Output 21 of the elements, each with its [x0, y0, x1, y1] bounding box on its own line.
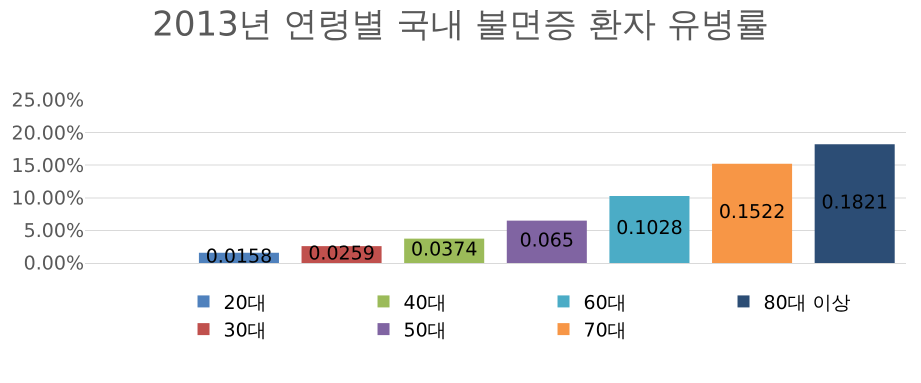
data-label: 0.1821	[821, 191, 888, 214]
y-tick-label: 5.00%	[24, 220, 84, 242]
y-tick-label: 25.00%	[12, 90, 84, 112]
legend-label: 50대	[404, 320, 447, 342]
data-label: 0.1028	[616, 217, 683, 240]
legend-label: 80대 이상	[764, 292, 851, 314]
legend-label: 70대	[584, 320, 627, 342]
legend-label: 30대	[224, 320, 267, 342]
data-label: 0.0259	[308, 242, 375, 264]
data-label: 0.0158	[206, 246, 272, 268]
legend-label: 20대	[224, 292, 267, 314]
y-tick-label: 10.00%	[12, 187, 84, 210]
y-tick-label: 20.00%	[12, 122, 84, 144]
y-tick-label: 15.00%	[12, 154, 84, 177]
chart-title: 2013년 연령별 국내 불면증 환자 유병률	[152, 4, 769, 44]
data-label: 0.065	[520, 230, 574, 252]
legend-label: 40대	[404, 292, 447, 314]
y-tick-label: 0.00%	[24, 252, 84, 275]
legend-label: 60대	[584, 292, 627, 314]
data-label: 0.0374	[410, 238, 478, 261]
data-label: 0.1522	[718, 201, 786, 224]
